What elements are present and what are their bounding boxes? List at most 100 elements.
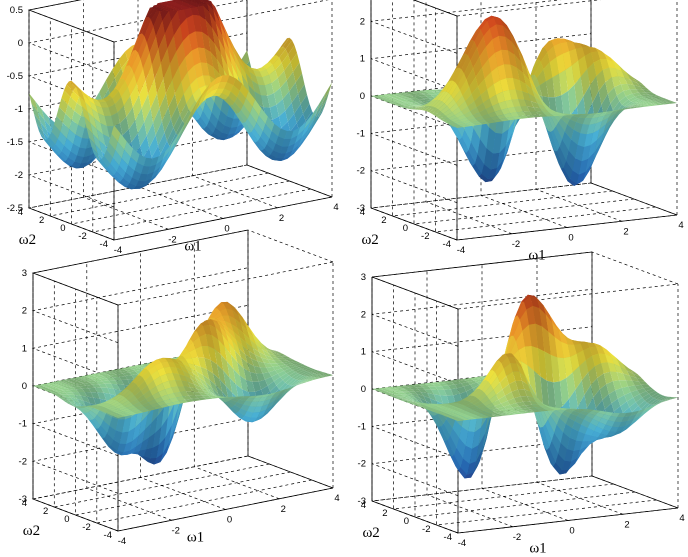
surface-facet — [92, 134, 102, 152]
surface-facet — [254, 67, 264, 70]
surface-facet — [90, 123, 100, 141]
surface-facet — [562, 408, 572, 409]
surface-facet — [181, 380, 191, 388]
surface-facet — [122, 400, 131, 407]
surface-facet — [164, 118, 174, 141]
surface-facet — [436, 403, 446, 405]
x-tick-label: -2 — [172, 525, 180, 536]
surface-facet — [138, 414, 148, 436]
surface-facet — [74, 395, 84, 401]
surface-facet — [272, 365, 282, 371]
surface-facet — [138, 380, 148, 391]
surface-facet — [594, 426, 604, 434]
surface-facet — [250, 412, 260, 418]
surface-facet — [184, 1, 194, 4]
surface-facet — [253, 70, 263, 78]
surface-facet — [641, 94, 651, 97]
surface-facet — [163, 366, 173, 374]
surface-facet — [125, 375, 134, 380]
surface-facet — [387, 98, 397, 100]
surface-facet — [475, 390, 485, 399]
surface-facet — [402, 104, 412, 106]
surface-facet — [572, 366, 582, 390]
surface-facet — [316, 372, 326, 375]
surface-facet — [118, 376, 128, 380]
surface-facet — [192, 88, 202, 102]
surface-facet — [148, 399, 158, 406]
surface-facet — [392, 396, 402, 398]
surface-facet — [240, 58, 250, 72]
surface-facet — [619, 380, 629, 388]
axes-front-edge — [247, 229, 334, 263]
surface-facet — [423, 101, 432, 107]
surface-facet — [480, 412, 490, 415]
surface-facet — [316, 92, 326, 112]
surface-facet — [252, 397, 261, 402]
surface-facet — [292, 380, 302, 386]
surface-facet — [243, 98, 253, 114]
surface-facet — [499, 409, 509, 412]
surface-facet — [166, 1, 176, 4]
surface-facet — [519, 309, 529, 331]
surface-facet — [409, 387, 419, 390]
surface-facet — [275, 62, 285, 78]
surface-facet — [496, 353, 506, 362]
surface-facet — [386, 94, 396, 97]
surface-facet — [475, 116, 485, 121]
surface-facet — [273, 143, 283, 154]
surface-facet — [60, 398, 70, 402]
surface-facet — [111, 125, 121, 142]
surface-facet — [246, 342, 256, 355]
surface-facet — [485, 369, 495, 382]
surface-facet — [121, 379, 131, 386]
surface-facet — [592, 142, 602, 164]
surface-facet — [101, 387, 110, 394]
surface-facet — [110, 400, 120, 406]
surface-facet — [433, 404, 442, 407]
surface-facet — [426, 384, 436, 387]
surface-facet — [276, 380, 286, 389]
surface-facet — [40, 387, 50, 390]
surface-facet — [402, 400, 412, 402]
surface-facet — [546, 109, 556, 113]
surface-facet — [266, 64, 276, 75]
surface-facet — [483, 369, 493, 381]
surface-facet — [296, 137, 306, 151]
surface-facet — [597, 410, 607, 415]
surface-facet — [623, 373, 633, 381]
surface-facet — [132, 386, 141, 396]
surface-facet — [284, 62, 294, 81]
surface-facet — [64, 396, 74, 401]
surface-facet — [238, 348, 248, 363]
surface-facet — [479, 406, 489, 410]
surface-facet — [434, 111, 444, 117]
y-tick-label: 0 — [404, 516, 409, 527]
surface-facet — [70, 91, 80, 103]
surface-facet — [279, 146, 289, 154]
surface-facet — [494, 362, 504, 377]
surface-facet — [264, 394, 274, 401]
surface-facet — [613, 430, 623, 436]
surface-facet — [87, 417, 96, 429]
surface-facet — [88, 376, 98, 379]
surface-facet — [63, 161, 73, 167]
surface-facet — [265, 155, 275, 161]
surface-facet — [173, 130, 182, 149]
surface-facet — [594, 132, 604, 152]
surface-facet — [445, 112, 455, 119]
surface-facet — [76, 88, 86, 103]
surface-facet — [463, 384, 473, 392]
surface-facet — [609, 352, 619, 362]
surface-facet — [240, 404, 250, 412]
surface-facet — [118, 51, 128, 69]
surface-facet — [584, 409, 594, 412]
surface-facet — [476, 414, 486, 417]
surface-facet — [56, 106, 66, 123]
surface-facet — [73, 405, 82, 409]
surface-facet — [309, 369, 318, 373]
surface-facet — [485, 177, 495, 183]
surface-facet — [643, 95, 653, 99]
surface-facet — [603, 111, 613, 113]
surface-facet — [493, 410, 503, 413]
surface-facet — [245, 421, 255, 423]
